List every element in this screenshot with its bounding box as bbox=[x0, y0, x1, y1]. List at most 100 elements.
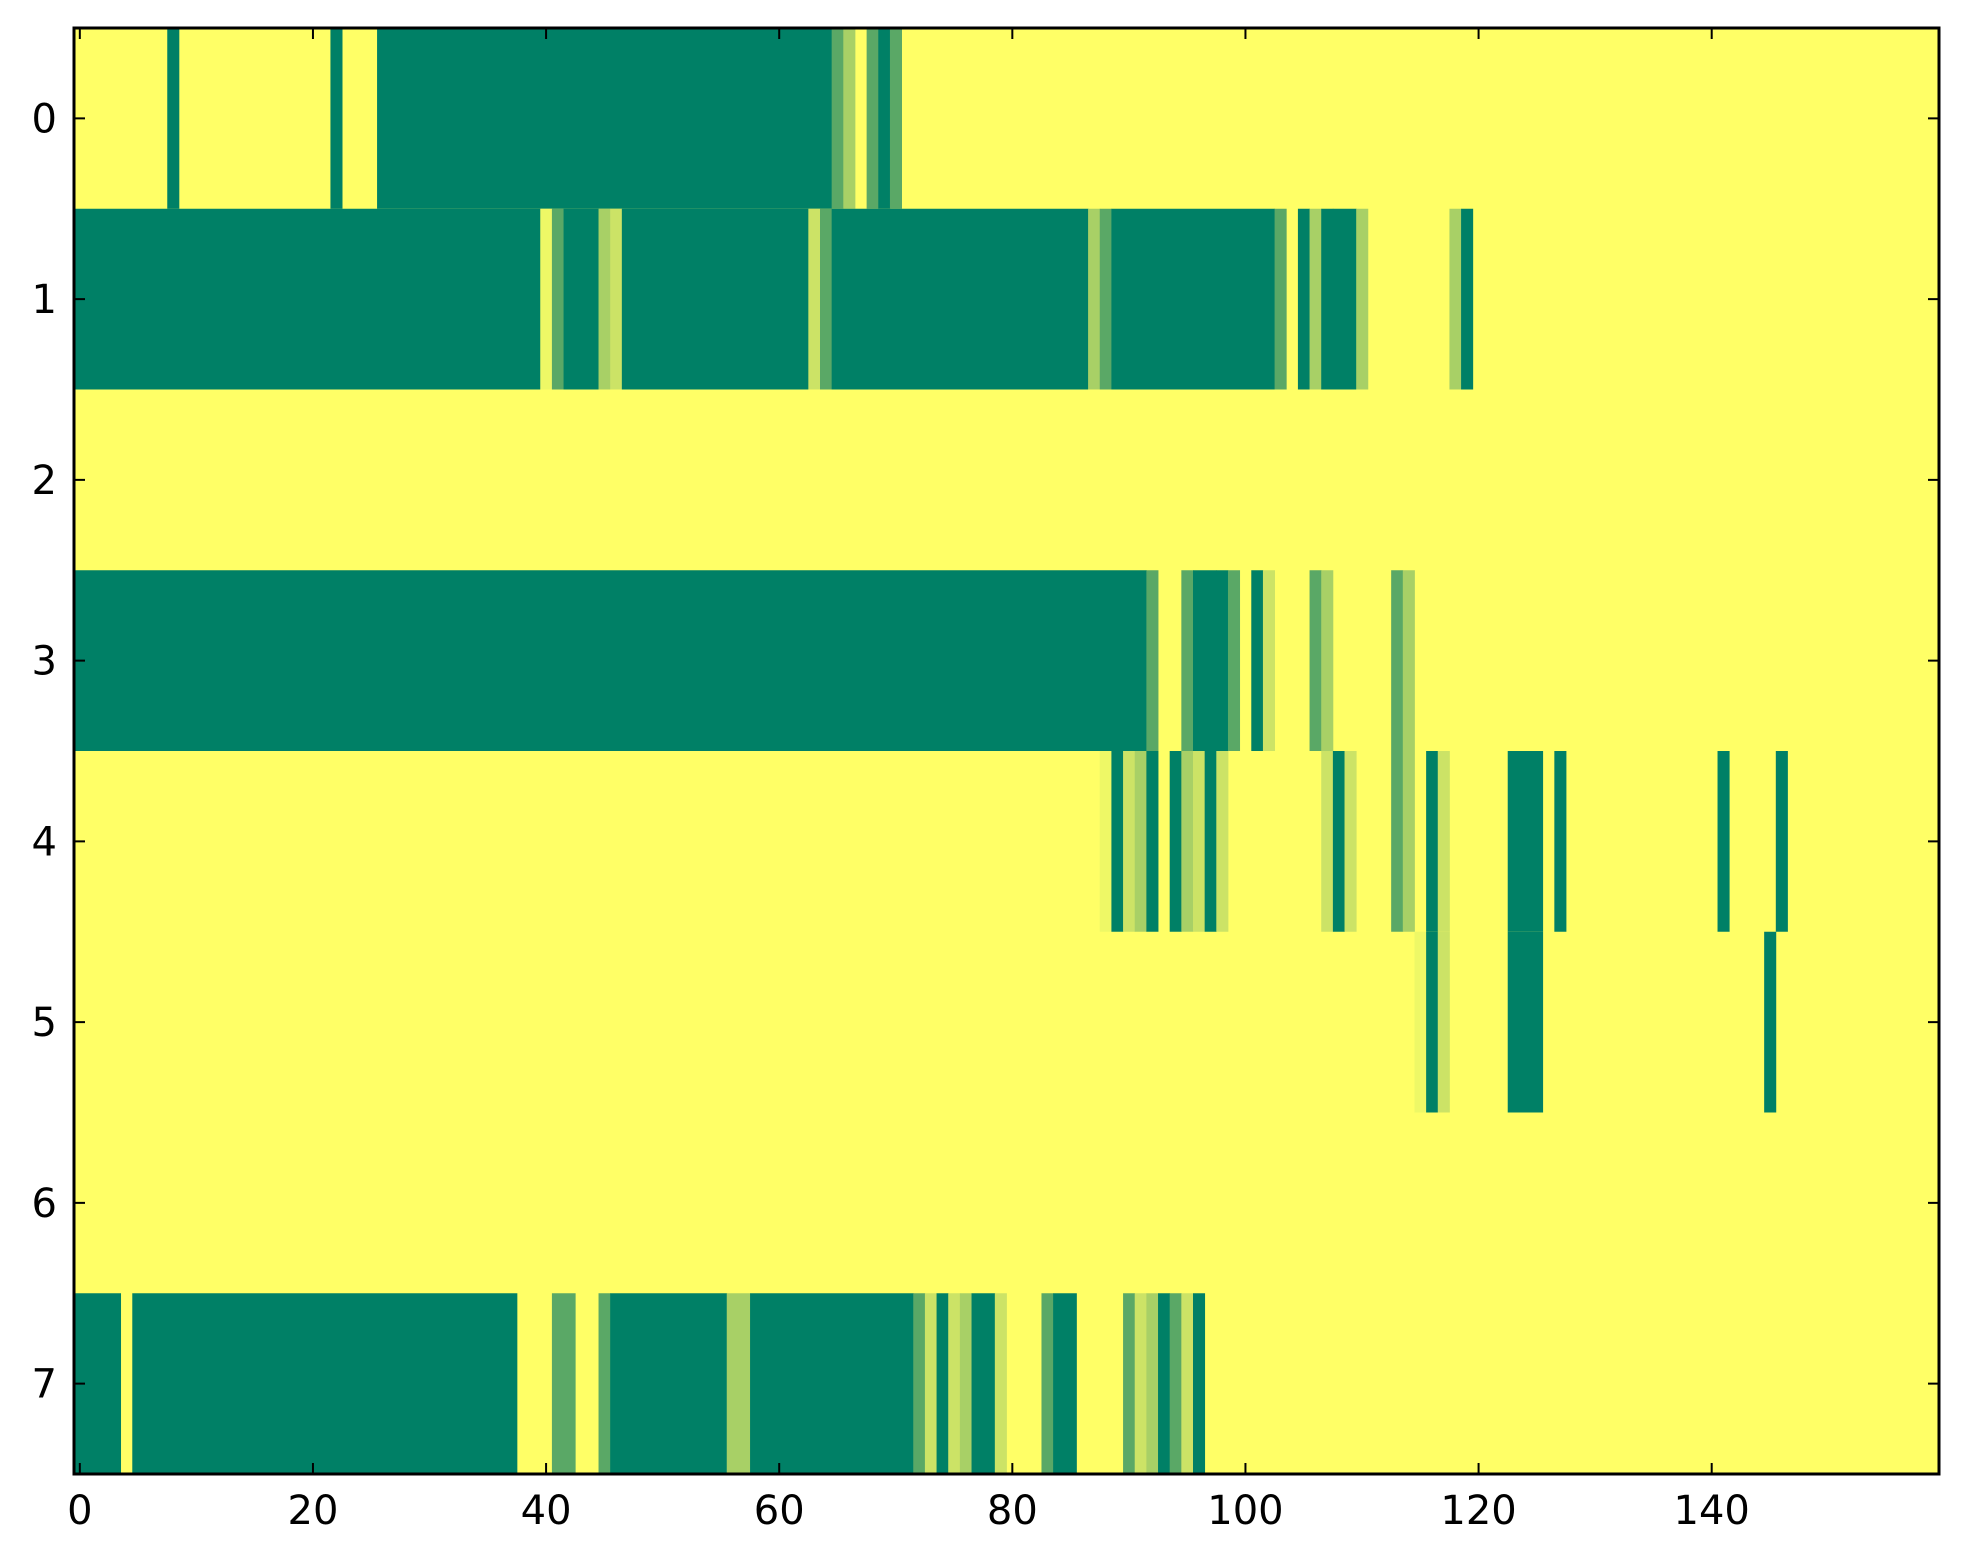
heatmap-cell-row-1 bbox=[610, 208, 623, 390]
heatmap-cell-row-4 bbox=[1099, 751, 1112, 932]
x-tick-label: 120 bbox=[1440, 1488, 1516, 1534]
plot-frame bbox=[72, 26, 1941, 1476]
heatmap-cell-row-3 bbox=[1216, 570, 1229, 751]
y-tick-label: 0 bbox=[32, 96, 57, 142]
heatmap-cell-row-5 bbox=[1437, 931, 1450, 1113]
y-tick-label: 2 bbox=[32, 458, 57, 504]
heatmap-cell-row-4 bbox=[1193, 751, 1206, 932]
heatmap-cell-row-7 bbox=[1169, 1293, 1182, 1474]
heatmap-cell-row-3 bbox=[1402, 570, 1415, 751]
heatmap-cell-row-4 bbox=[1123, 751, 1136, 932]
heatmap-cell-row-0 bbox=[878, 28, 891, 209]
heatmap-cell-row-4 bbox=[1321, 751, 1334, 932]
heatmap-cell-row-1 bbox=[1449, 208, 1462, 390]
y-tick-label: 7 bbox=[32, 1362, 57, 1408]
heatmap-cell-row-5 bbox=[1426, 931, 1439, 1113]
heatmap-cell-row-4 bbox=[1402, 751, 1415, 932]
heatmap-cell-row-4 bbox=[1437, 751, 1450, 932]
heatmap-cell-row-3 bbox=[1309, 570, 1322, 751]
heatmap-cell-row-7 bbox=[924, 1293, 937, 1474]
heatmap-cell-row-7 bbox=[1123, 1293, 1136, 1474]
heatmap-cell-row-1 bbox=[820, 208, 833, 390]
heatmap-cell-row-7 bbox=[750, 1293, 914, 1474]
heatmap-cell-row-4 bbox=[1775, 751, 1788, 932]
heatmap-cell-row-7 bbox=[726, 1293, 751, 1474]
heatmap-cell-row-0 bbox=[330, 28, 343, 209]
heatmap-cell-row-1 bbox=[621, 208, 809, 390]
heatmap-cell-row-4 bbox=[1554, 751, 1567, 932]
heatmap-cell-row-3 bbox=[1262, 570, 1275, 751]
heatmap-cell-row-1 bbox=[598, 208, 611, 390]
heatmap-cell-row-3 bbox=[1146, 570, 1159, 751]
heatmap-cell-row-7 bbox=[948, 1293, 961, 1474]
heatmap-cell-row-1 bbox=[1332, 208, 1357, 390]
heatmap-cell-row-7 bbox=[1146, 1293, 1159, 1474]
heatmap-cell-row-1 bbox=[831, 208, 1089, 390]
heatmap-cell-row-7 bbox=[551, 1293, 576, 1474]
heatmap-cell-row-1 bbox=[563, 208, 599, 390]
y-tick-label: 3 bbox=[32, 639, 57, 685]
heatmap-cell-row-0 bbox=[866, 28, 879, 209]
y-tick-label: 1 bbox=[32, 277, 57, 323]
y-tick-label: 6 bbox=[32, 1181, 57, 1227]
heatmap-cell-row-0 bbox=[377, 28, 833, 209]
heatmap-cell-row-7 bbox=[959, 1293, 972, 1474]
heatmap-cell-row-7 bbox=[598, 1293, 611, 1474]
x-tick-label: 140 bbox=[1674, 1488, 1750, 1534]
heatmap-cell-row-1 bbox=[1111, 208, 1275, 390]
x-tick-label: 20 bbox=[288, 1488, 339, 1534]
x-axis-tick-labels: 0 20 40 60 80 100 120 140 bbox=[67, 1488, 1750, 1534]
heatmap-cell-row-5 bbox=[1507, 931, 1544, 1113]
heatmap-cell-row-5 bbox=[1764, 931, 1777, 1113]
heatmap-cell-row-0 bbox=[167, 28, 180, 209]
heatmap-cell-row-7 bbox=[1134, 1293, 1147, 1474]
heatmap-cell-row-4 bbox=[1134, 751, 1147, 932]
heatmap-cell-row-4 bbox=[1204, 751, 1217, 932]
heatmap-cell-row-1 bbox=[540, 208, 553, 390]
heatmap-cell-row-3 bbox=[1251, 570, 1264, 751]
heatmap-cell-row-7 bbox=[610, 1293, 728, 1474]
heatmap-cell-row-1 bbox=[1309, 208, 1322, 390]
heatmap-cell-row-1 bbox=[1356, 208, 1369, 390]
x-tick-label: 0 bbox=[67, 1488, 92, 1534]
heatmap-cell-row-1 bbox=[551, 208, 564, 390]
heatmap-cell-row-7 bbox=[971, 1293, 996, 1474]
heatmap-cell-row-4 bbox=[1146, 751, 1159, 932]
heatmap-cell-row-4 bbox=[1111, 751, 1124, 932]
y-tick-label: 4 bbox=[32, 819, 57, 865]
heatmap-cell-row-1 bbox=[1297, 208, 1310, 390]
heatmap-cell-row-7 bbox=[1193, 1293, 1206, 1474]
heatmap-cell-row-7 bbox=[1181, 1293, 1194, 1474]
x-tick-label: 100 bbox=[1207, 1488, 1283, 1534]
heatmap-cell-row-1 bbox=[1321, 208, 1334, 390]
heatmap-cell-row-1 bbox=[1461, 208, 1474, 390]
heatmap-cell-row-4 bbox=[1169, 751, 1182, 932]
heatmap-cell-row-4 bbox=[1507, 751, 1544, 932]
y-axis-tick-labels: 0 1 2 3 4 5 6 7 bbox=[32, 96, 57, 1407]
heatmap-cell-row-3 bbox=[1321, 570, 1334, 751]
heatmap-cells bbox=[74, 28, 1939, 1474]
heatmap-cell-row-7 bbox=[936, 1293, 949, 1474]
axis-ticks bbox=[74, 28, 1939, 1474]
heatmap-cell-row-1 bbox=[1274, 208, 1287, 390]
heatmap-cell-row-7 bbox=[132, 1293, 518, 1474]
x-tick-label: 80 bbox=[987, 1488, 1038, 1534]
heatmap-cell-row-3 bbox=[1193, 570, 1217, 751]
heatmap-cell-row-4 bbox=[1717, 751, 1730, 932]
heatmap-cell-row-4 bbox=[1344, 751, 1357, 932]
heatmap-cell-row-0 bbox=[889, 28, 902, 209]
heatmap-cell-row-4 bbox=[1332, 751, 1345, 932]
heatmap-cell-row-1 bbox=[808, 208, 821, 390]
heatmap-cell-row-4 bbox=[1426, 751, 1439, 932]
heatmap-cell-row-3 bbox=[74, 570, 1147, 751]
heatmap-cell-row-3 bbox=[1391, 570, 1404, 751]
heatmap-cell-row-3 bbox=[1181, 570, 1194, 751]
heatmap-cell-row-7 bbox=[1053, 1293, 1077, 1474]
heatmap-cell-row-5 bbox=[1414, 931, 1427, 1113]
heatmap-cell-row-4 bbox=[1391, 751, 1404, 932]
heatmap-cell-row-4 bbox=[1216, 751, 1229, 932]
heatmap-cell-row-1 bbox=[74, 208, 541, 390]
heatmap-cell-row-1 bbox=[1088, 208, 1101, 390]
heatmap-cell-row-7 bbox=[913, 1293, 926, 1474]
